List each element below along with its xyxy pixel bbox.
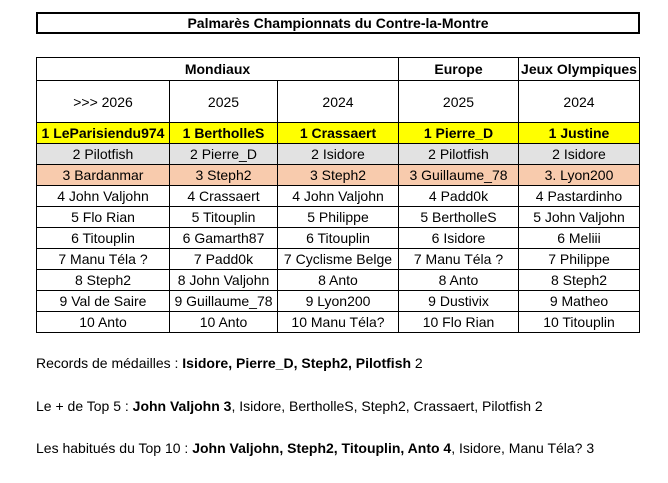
table-row: 8 Steph2 8 John Valjohn 8 Anto 8 Anto 8 Step… — [36, 269, 640, 291]
ranking-cell: 10 Anto — [36, 311, 170, 333]
year-header: 2024 — [518, 80, 640, 123]
ranking-cell: 3 Guillaume_78 — [398, 164, 519, 186]
group-header-row: Mondiaux Europe Jeux Olympiques — [36, 57, 640, 81]
ranking-body: 1 LeParisiendu974 1 BertholleS 1 Crassaert… — [36, 122, 640, 333]
ranking-cell: 5 Titouplin — [169, 206, 278, 228]
ranking-cell: 9 Val de Saire — [36, 290, 170, 312]
table-row: 1 LeParisiendu974 1 BertholleS 1 Crassaert… — [36, 122, 640, 144]
ranking-cell: 4 John Valjohn — [36, 185, 170, 207]
ranking-cell: 1 Justine — [518, 122, 640, 144]
table-row: 3 Bardanmar 3 Steph2 3 Steph2 3 Guillaume_7… — [36, 164, 640, 186]
top10-note: Les habitués du Top 10 : John Valjohn, S… — [36, 440, 594, 456]
medals-record-note: Records de médailles : Isidore, Pierre_D… — [36, 355, 423, 371]
table-row: 4 John Valjohn 4 Crassaert 4 John Valjohn 4… — [36, 185, 640, 207]
group-europe: Europe — [398, 57, 519, 81]
top5-label: Le + de Top 5 : — [36, 398, 133, 414]
year-header: 2025 — [169, 80, 278, 123]
ranking-cell: 4 Crassaert — [169, 185, 278, 207]
table-row: 2 Pilotfish 2 Pierre_D 2 Isidore 2 Pilotfis… — [36, 143, 640, 165]
ranking-cell: 9 Lyon200 — [277, 290, 399, 312]
year-header: >>> 2026 — [36, 80, 170, 123]
medals-count: 2 — [411, 355, 423, 371]
ranking-cell: 1 Pierre_D — [398, 122, 519, 144]
ranking-cell: 2 Pilotfish — [398, 143, 519, 165]
ranking-cell: 1 Crassaert — [277, 122, 399, 144]
ranking-cell: 8 Steph2 — [518, 269, 640, 291]
ranking-cell: 7 Manu Téla ? — [36, 248, 170, 270]
ranking-cell: 10 Manu Téla? — [277, 311, 399, 333]
ranking-cell: 1 LeParisiendu974 — [36, 122, 170, 144]
top10-leaders: John Valjohn, Steph2, Titouplin, Anto 4 — [192, 440, 452, 456]
ranking-cell: 6 Meliii — [518, 227, 640, 249]
top10-label: Les habitués du Top 10 : — [36, 440, 193, 456]
top5-others: , Isidore, BertholleS, Steph2, Crassaert… — [231, 398, 543, 414]
ranking-cell: 3. Lyon200 — [518, 164, 640, 186]
ranking-cell: 6 Gamarth87 — [169, 227, 278, 249]
ranking-cell: 8 Anto — [277, 269, 399, 291]
table-row: 6 Titouplin 6 Gamarth87 6 Titouplin 6 Isido… — [36, 227, 640, 249]
ranking-cell: 10 Titouplin — [518, 311, 640, 333]
table-row: 9 Val de Saire 9 Guillaume_78 9 Lyon200 9 D… — [36, 290, 640, 312]
medals-names: Isidore, Pierre_D, Steph2, Pilotfish — [182, 355, 412, 371]
ranking-cell: 8 Anto — [398, 269, 519, 291]
ranking-cell: 8 Steph2 — [36, 269, 170, 291]
ranking-cell: 3 Steph2 — [277, 164, 399, 186]
table-row: 7 Manu Téla ? 7 Padd0k 7 Cyclisme Belge 7 M… — [36, 248, 640, 270]
group-mondiaux: Mondiaux — [36, 57, 399, 81]
ranking-cell: 2 Isidore — [277, 143, 399, 165]
medals-label: Records de médailles : — [36, 355, 183, 371]
group-jeux-olympiques: Jeux Olympiques — [518, 57, 640, 81]
ranking-cell: 7 Padd0k — [169, 248, 278, 270]
ranking-cell: 5 John Valjohn — [518, 206, 640, 228]
year-header: 2025 — [398, 80, 519, 123]
ranking-cell: 5 Flo Rian — [36, 206, 170, 228]
ranking-cell: 5 Philippe — [277, 206, 399, 228]
ranking-cell: 4 John Valjohn — [277, 185, 399, 207]
ranking-cell: 3 Bardanmar — [36, 164, 170, 186]
ranking-cell: 9 Guillaume_78 — [169, 290, 278, 312]
ranking-cell: 2 Pilotfish — [36, 143, 170, 165]
ranking-cell: 10 Flo Rian — [398, 311, 519, 333]
table-row: 5 Flo Rian 5 Titouplin 5 Philippe 5 Berthol… — [36, 206, 640, 228]
ranking-cell: 9 Matheo — [518, 290, 640, 312]
ranking-cell: 4 Padd0k — [398, 185, 519, 207]
ranking-cell: 10 Anto — [169, 311, 278, 333]
page-title: Palmarès Championnats du Contre-la-Montr… — [36, 12, 640, 34]
ranking-cell: 5 BertholleS — [398, 206, 519, 228]
year-header-row: >>> 2026 2025 2024 2025 2024 — [36, 80, 640, 123]
ranking-cell: 9 Dustivix — [398, 290, 519, 312]
ranking-cell: 6 Titouplin — [36, 227, 170, 249]
ranking-cell: 6 Titouplin — [277, 227, 399, 249]
ranking-cell: 1 BertholleS — [169, 122, 278, 144]
ranking-cell: 6 Isidore — [398, 227, 519, 249]
ranking-cell: 8 John Valjohn — [169, 269, 278, 291]
palmares-table: Mondiaux Europe Jeux Olympiques >>> 2026… — [36, 57, 640, 333]
table-row: 10 Anto 10 Anto 10 Manu Téla? 10 Flo Rian 10… — [36, 311, 640, 333]
ranking-cell: 7 Manu Téla ? — [398, 248, 519, 270]
ranking-cell: 2 Isidore — [518, 143, 640, 165]
top5-leader: John Valjohn 3 — [132, 398, 232, 414]
ranking-cell: 4 Pastardinho — [518, 185, 640, 207]
year-header: 2024 — [277, 80, 399, 123]
ranking-cell: 2 Pierre_D — [169, 143, 278, 165]
top5-note: Le + de Top 5 : John Valjohn 3, Isidore,… — [36, 398, 543, 414]
ranking-cell: 7 Cyclisme Belge — [277, 248, 399, 270]
top10-others: , Isidore, Manu Téla? 3 — [451, 440, 595, 456]
ranking-cell: 7 Philippe — [518, 248, 640, 270]
ranking-cell: 3 Steph2 — [169, 164, 278, 186]
